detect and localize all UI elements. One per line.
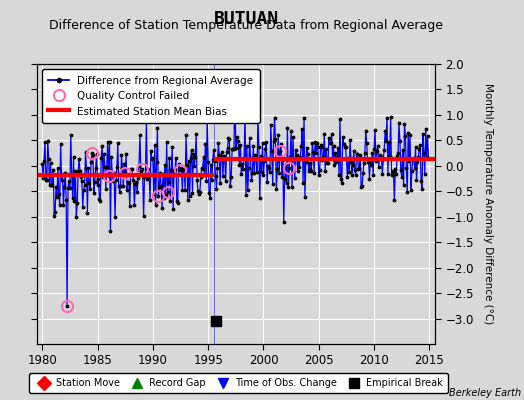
Legend: Station Move, Record Gap, Time of Obs. Change, Empirical Break: Station Move, Record Gap, Time of Obs. C… (29, 374, 448, 393)
Text: Berkeley Earth: Berkeley Earth (449, 388, 521, 398)
Text: BUTUAN: BUTUAN (214, 10, 279, 28)
Y-axis label: Monthly Temperature Anomaly Difference (°C): Monthly Temperature Anomaly Difference (… (483, 83, 493, 325)
Text: Difference of Station Temperature Data from Regional Average: Difference of Station Temperature Data f… (49, 19, 443, 32)
Legend: Difference from Regional Average, Quality Control Failed, Estimated Station Mean: Difference from Regional Average, Qualit… (42, 69, 259, 123)
